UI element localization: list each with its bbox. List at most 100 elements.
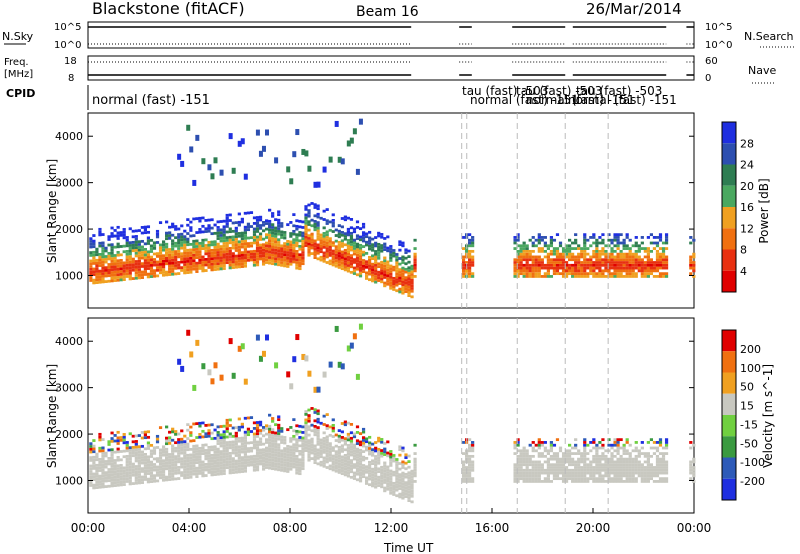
power-cell	[331, 218, 335, 222]
power-cell	[201, 158, 206, 165]
power-cell	[468, 233, 472, 237]
power-cell	[189, 256, 193, 260]
power-cell	[358, 260, 363, 264]
power-cell	[222, 228, 226, 231]
power-cell	[319, 239, 323, 242]
power-cell	[271, 251, 275, 254]
velocity-colorbar-label: Velocity [m s^-1]	[761, 364, 775, 468]
power-cell	[461, 261, 466, 264]
velocity-cell	[237, 448, 241, 451]
velocity-cell	[346, 463, 351, 467]
power-cell	[186, 260, 190, 263]
velocity-cell	[364, 445, 369, 449]
velocity-cell	[307, 439, 311, 443]
velocity-cell	[643, 454, 647, 458]
power-cell	[407, 260, 411, 264]
velocity-ylabel: Slant Range [km]	[45, 364, 59, 468]
power-cell	[243, 253, 247, 257]
velocity-cell	[219, 439, 223, 442]
velocity-cell	[128, 468, 132, 472]
velocity-cell	[513, 441, 517, 444]
power-cell	[655, 263, 660, 267]
velocity-cell	[610, 463, 614, 467]
power-cell	[637, 269, 641, 273]
velocity-cell	[525, 468, 529, 472]
velocity-cell	[555, 477, 560, 481]
velocity-cell	[280, 457, 284, 461]
velocity-cell	[568, 443, 572, 447]
power-cell	[307, 223, 311, 226]
power-cell	[625, 272, 629, 276]
power-cell	[98, 275, 102, 279]
power-cell	[574, 275, 578, 278]
velocity-cell	[192, 469, 196, 473]
velocity-cell	[171, 447, 175, 450]
power-cell	[325, 222, 329, 225]
power-cell	[571, 258, 575, 262]
power-cell	[334, 253, 338, 257]
power-cell	[368, 258, 372, 262]
power-cell	[158, 251, 163, 255]
power-cell	[610, 247, 614, 250]
power-cell	[601, 238, 605, 242]
power-cell	[183, 240, 187, 244]
power-cell	[177, 266, 181, 270]
velocity-cell	[174, 455, 178, 459]
power-cell	[183, 251, 187, 255]
power-cell	[616, 247, 620, 250]
power-cell	[286, 251, 290, 254]
velocity-cell	[689, 463, 693, 467]
power-cell	[558, 263, 563, 267]
power-cell	[358, 274, 363, 278]
power-cell	[231, 238, 235, 242]
power-cell	[355, 267, 360, 271]
power-cell	[195, 247, 199, 251]
power-cell	[380, 235, 384, 239]
velocity-cell	[134, 479, 138, 482]
velocity-cell	[304, 429, 308, 433]
power-cell	[398, 262, 402, 266]
velocity-cell	[689, 446, 693, 450]
power-cell	[392, 251, 396, 255]
power-cell	[168, 248, 172, 251]
power-cell	[331, 255, 335, 258]
velocity-cell	[246, 455, 251, 459]
velocity-cell	[286, 450, 290, 454]
velocity-cell	[343, 459, 347, 463]
power-cell	[595, 261, 599, 264]
velocity-cell	[301, 461, 305, 465]
velocity-cell	[355, 456, 360, 459]
power-cell	[616, 263, 620, 267]
velocity-cell	[316, 429, 320, 432]
velocity-cell	[119, 466, 123, 470]
power-cell	[574, 269, 578, 273]
velocity-cell	[513, 471, 517, 475]
velocity-cell	[555, 454, 560, 458]
power-cell	[158, 246, 163, 250]
power-cell	[140, 253, 144, 257]
power-cell	[265, 227, 269, 231]
velocity-cell	[255, 462, 260, 466]
power-cell	[177, 244, 181, 248]
power-cell	[107, 279, 111, 283]
velocity-cell	[610, 452, 614, 455]
power-cell	[646, 255, 650, 259]
velocity-cell	[304, 424, 308, 427]
power-cell	[258, 224, 263, 227]
velocity-cell	[622, 468, 626, 472]
power-cell	[134, 268, 138, 272]
velocity-cell	[92, 467, 96, 470]
power-cell	[243, 262, 247, 265]
velocity-cell	[295, 455, 299, 458]
velocity-cell	[607, 457, 611, 461]
power-cell	[180, 269, 184, 272]
velocity-cell	[522, 452, 526, 455]
velocity-cell	[313, 408, 317, 412]
power-cell	[574, 266, 578, 270]
velocity-cell	[583, 480, 587, 483]
power-cell	[549, 238, 554, 242]
power-cell	[516, 261, 520, 264]
velocity-cell	[252, 460, 257, 464]
colorbar-tick-label: -200	[740, 475, 765, 488]
power-cell	[104, 280, 108, 283]
